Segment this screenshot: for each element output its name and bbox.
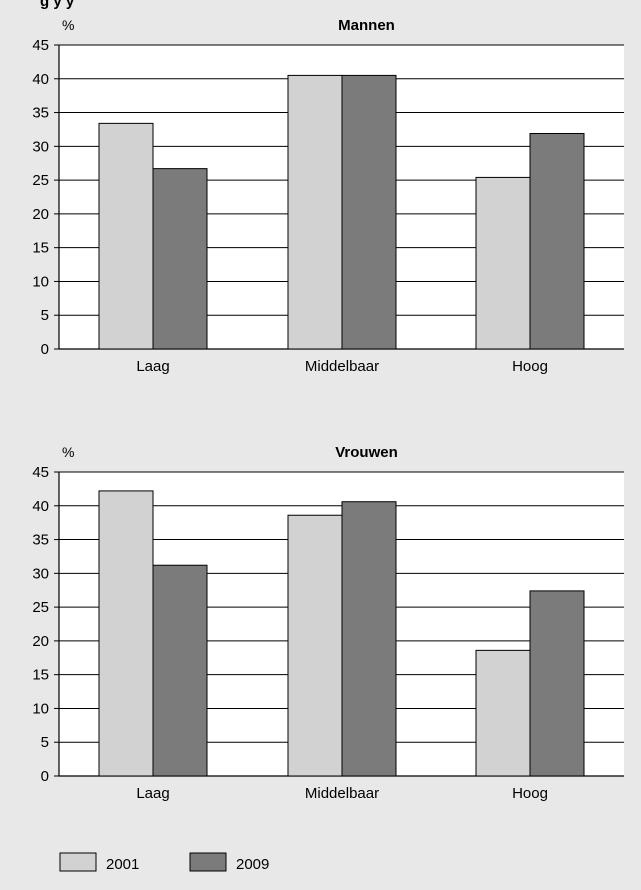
y-tick-label: 30 xyxy=(32,138,49,155)
y-tick-label: 45 xyxy=(32,37,49,54)
bar-2001-hoog xyxy=(475,176,531,350)
bar-2009-laag xyxy=(152,168,208,350)
x-tick-label: Hoog xyxy=(512,358,548,375)
y-tick-label: 0 xyxy=(41,341,49,358)
y-tick-label: 20 xyxy=(32,633,49,650)
y-tick-label: 45 xyxy=(32,464,49,481)
bar-2001-hoog xyxy=(475,649,531,777)
y-tick-label: 15 xyxy=(32,240,49,257)
chart-title: Vrouwen xyxy=(335,444,398,461)
y-tick-label: 10 xyxy=(32,700,49,717)
y-axis-label: % xyxy=(62,17,74,33)
y-tick-label: 40 xyxy=(32,71,49,88)
bar-2009-hoog xyxy=(529,590,585,777)
y-tick-label: 15 xyxy=(32,667,49,684)
x-tick-label: Middelbaar xyxy=(305,785,379,802)
y-tick-label: 35 xyxy=(32,532,49,549)
bar-2001-middelbaar xyxy=(287,74,343,350)
bar-2009-laag xyxy=(152,564,208,777)
chart-panel-vrouwen: 0 5 10 15 20 25 30 35 40 45% Vrouwen Laag Middelbaar… xyxy=(32,444,624,802)
x-tick-label: Laag xyxy=(136,358,169,375)
y-axis-label: % xyxy=(62,444,74,460)
y-tick-label: 25 xyxy=(32,172,49,189)
x-tick-label: Middelbaar xyxy=(305,358,379,375)
legend-swatch-2001 xyxy=(59,852,97,872)
bar-2009-middelbaar xyxy=(341,501,397,777)
y-tick-label: 5 xyxy=(41,734,49,751)
y-tick-label: 5 xyxy=(41,307,49,324)
chart-title: Mannen xyxy=(338,17,395,34)
legend-label-2009: 2009 xyxy=(236,856,269,873)
y-tick-label: 25 xyxy=(32,599,49,616)
legend-swatch-2009 xyxy=(189,852,227,872)
y-tick-label: 30 xyxy=(32,565,49,582)
bar-2001-laag xyxy=(98,122,154,350)
legend: 2001 2009 xyxy=(59,852,269,873)
bar-2001-laag xyxy=(98,490,154,777)
y-tick-label: 35 xyxy=(32,105,49,122)
legend-label-2001: 2001 xyxy=(106,856,139,873)
chart-panel-mannen: 0 5 10 15 20 25 30 35 40 45% Mannen Laag Middelbaar H… xyxy=(32,17,624,375)
y-tick-label: 10 xyxy=(32,273,49,290)
y-tick-label: 0 xyxy=(41,768,49,785)
bar-2009-hoog xyxy=(529,132,585,350)
bar-2001-middelbaar xyxy=(287,514,343,777)
x-tick-label: Laag xyxy=(136,785,169,802)
bar-2009-middelbaar xyxy=(341,74,397,350)
y-tick-label: 20 xyxy=(32,206,49,223)
x-tick-label: Hoog xyxy=(512,785,548,802)
y-tick-label: 40 xyxy=(32,498,49,515)
cropped-header-text: g y y xyxy=(40,0,75,10)
